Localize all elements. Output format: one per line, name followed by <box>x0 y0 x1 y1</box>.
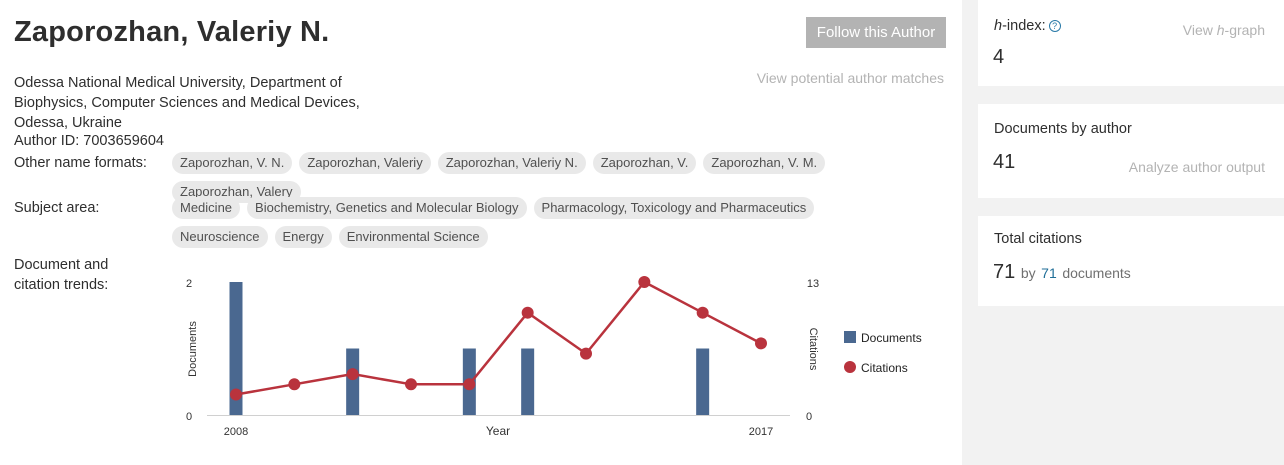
trends-label: Document and citation trends: <box>14 255 108 295</box>
chart-legend: Documents Citations <box>844 331 922 375</box>
analyze-author-output-link[interactable]: Analyze author output <box>1128 159 1265 175</box>
name-format-chip: Zaporozhan, Valeriy N. <box>437 152 586 174</box>
name-format-chip: Zaporozhan, V. N. <box>172 152 293 174</box>
other-name-formats-label: Other name formats: <box>14 155 147 171</box>
citations-point[interactable] <box>346 368 359 381</box>
h-index-label: h-index:? <box>994 18 1061 34</box>
affiliation-line: Biophysics, Computer Sciences and Medica… <box>14 95 360 111</box>
documents-bar <box>521 348 535 415</box>
y-left-tick-top: 2 <box>186 278 192 290</box>
subject-area-chip: Neuroscience <box>172 226 268 248</box>
citations-polyline <box>235 280 762 396</box>
h-index-label-text: -index: <box>1002 18 1046 34</box>
author-details-panel: Zaporozhan, Valeriy N. Follow this Autho… <box>0 0 962 465</box>
citations-point[interactable] <box>696 306 709 319</box>
citations-point[interactable] <box>288 378 301 391</box>
name-format-chip: Zaporozhan, Valeriy <box>299 152 431 174</box>
other-name-formats-list: Zaporozhan, V. N. Zaporozhan, Valeriy Za… <box>172 152 942 203</box>
citations-point[interactable] <box>463 378 476 391</box>
total-citations-value[interactable]: 71 <box>993 261 1016 283</box>
affiliation-line: Odessa, Ukraine <box>14 115 122 131</box>
citations-point[interactable] <box>580 347 592 360</box>
legend-citations-label: Citations <box>861 361 908 375</box>
citing-documents-count[interactable]: 71 <box>1041 265 1057 281</box>
author-id: Author ID: 7003659604 <box>14 133 164 149</box>
subject-area-chip: Energy <box>274 226 332 248</box>
citing-documents-word: documents <box>1062 265 1131 281</box>
y-right-tick-bottom: 0 <box>806 411 812 423</box>
legend-documents-label: Documents <box>861 331 922 345</box>
subject-area-label: Subject area: <box>14 200 100 216</box>
documents-count[interactable]: 41 <box>993 151 1016 173</box>
y-right-tick-top: 13 <box>807 278 819 290</box>
y-axis-right-label: Citations <box>807 328 819 371</box>
total-citations-card: Total citations 71 by 71 documents <box>978 216 1284 306</box>
author-affiliation: Odessa National Medical University, Depa… <box>14 73 374 133</box>
subject-area-chip: Biochemistry, Genetics and Molecular Bio… <box>247 197 527 219</box>
subject-area-list: Medicine Biochemistry, Genetics and Mole… <box>172 197 912 248</box>
view-h-graph-link[interactable]: View h-graph <box>1183 22 1265 38</box>
documents-by-author-label: Documents by author <box>994 121 1132 137</box>
subject-area-chip: Medicine <box>172 197 241 219</box>
y-left-tick-bottom: 0 <box>186 411 192 423</box>
h-index-label-prefix: h <box>994 18 1003 34</box>
question-circle-icon[interactable]: ? <box>1048 20 1061 32</box>
author-name: Zaporozhan, Valeriy N. <box>14 16 330 48</box>
name-format-chip: Zaporozhan, V. <box>592 152 697 174</box>
name-format-chip: Zaporozhan, V. M. <box>703 152 826 174</box>
x-tick-last: 2017 <box>749 426 773 438</box>
legend-documents-swatch <box>844 331 856 343</box>
h-index-card: h-index:? 4 View h-graph <box>978 0 1284 86</box>
h-graph-link-italic: h <box>1216 22 1225 38</box>
citations-point[interactable] <box>230 388 242 401</box>
documents-bar <box>696 348 710 415</box>
affiliation-line: Odessa National Medical University, Depa… <box>14 75 342 91</box>
legend-citations-swatch <box>844 361 856 373</box>
documents-bar <box>346 348 360 415</box>
subject-area-chip: Environmental Science <box>338 226 488 248</box>
documents-card: Documents by author 41 Analyze author ou… <box>978 104 1284 198</box>
h-graph-link-prefix: View <box>1182 22 1217 38</box>
h-graph-link-suffix: -graph <box>1224 22 1265 38</box>
citations-point[interactable] <box>638 276 651 288</box>
citations-point[interactable] <box>755 337 767 350</box>
document-citation-trend-chart: Documents Citations Year 2 0 13 0 2008 2… <box>186 276 922 438</box>
citations-point[interactable] <box>405 378 417 391</box>
y-axis-left-label: Documents <box>187 321 199 377</box>
citations-line <box>230 276 767 401</box>
subject-area-chip: Pharmacology, Toxicology and Pharmaceuti… <box>533 197 815 219</box>
x-tick-first: 2008 <box>224 426 248 438</box>
follow-author-button[interactable]: Follow this Author <box>806 17 946 48</box>
trends-label-line: citation trends: <box>14 277 109 293</box>
citations-by-text: by <box>1020 265 1036 281</box>
total-citations-row: 71 by 71 documents <box>993 261 1131 284</box>
citations-point[interactable] <box>521 306 534 319</box>
total-citations-label: Total citations <box>994 231 1082 247</box>
view-potential-matches-link[interactable]: View potential author matches <box>756 70 944 86</box>
h-index-value: 4 <box>993 46 1005 68</box>
trends-label-line: Document and <box>14 257 109 273</box>
x-axis-label: Year <box>486 424 510 438</box>
documents-bars <box>229 282 710 415</box>
documents-bar <box>229 282 243 415</box>
